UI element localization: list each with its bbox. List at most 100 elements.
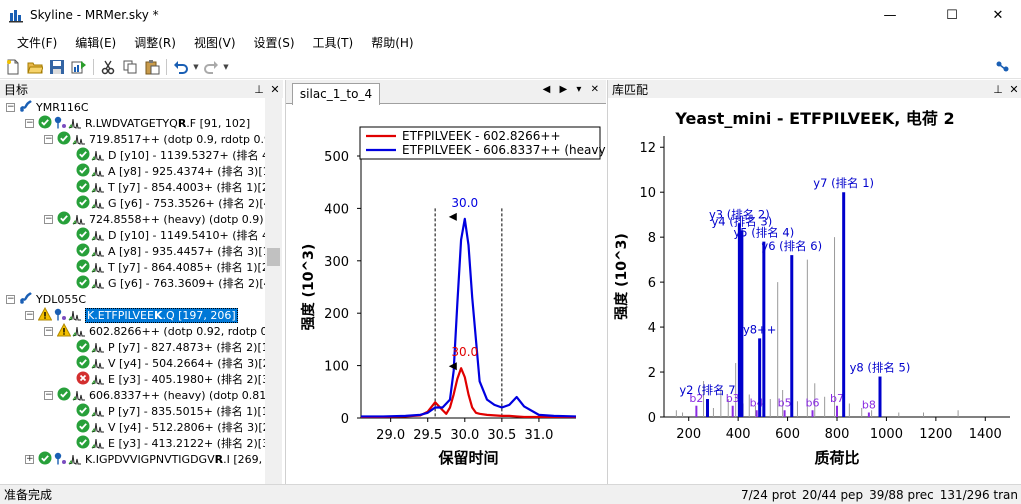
import-button[interactable]: [68, 56, 90, 78]
menu-edit[interactable]: 编辑(E): [75, 36, 117, 50]
paste-button[interactable]: [141, 56, 163, 78]
cut-button[interactable]: [97, 56, 119, 78]
x-tick-label: 30.0: [450, 428, 479, 443]
y-tick-label: 2: [648, 366, 656, 381]
library-match-panel: 库匹配 ⊥ ✕ Yeast_mini - ETFPILVEEK, 电荷 2 0 2 4…: [607, 80, 1021, 484]
series-line: [361, 367, 576, 419]
menu-bar: 文件(F) 编辑(E) 调整(R) 视图(V) 设置(S) 工具(T) 帮助(H…: [0, 32, 1021, 54]
status-text: 准备完成: [4, 488, 53, 502]
tree-row-label: T [y7] - 854.4003+ (排名 1)[2]: [108, 181, 265, 194]
chromatogram-chart[interactable]: 0 100 200 300 400 500 29.0 29.5 30.0 30.5 31.0 30.0…: [286, 104, 606, 484]
maximize-button[interactable]: ☐: [929, 0, 975, 30]
menu-tools[interactable]: 工具(T): [312, 36, 354, 50]
tree-row-transition-ok[interactable]: V [y4] - 512.2806+ (排名 3)[2]: [63, 419, 265, 435]
status-bar: 准备完成 7/24 prot 20/44 pep 39/88 prec 131/…: [0, 484, 1021, 504]
tree-row-protein[interactable]: − YDL055C: [6, 291, 86, 307]
redo-button[interactable]: [200, 56, 222, 78]
tree-row-label: P [y7] - 827.4873+ (排名 2)[1](: [108, 341, 265, 354]
tab-controls[interactable]: ◀ ▶ ▾ ✕: [542, 84, 602, 95]
tree-row-transition-ok[interactable]: P [y7] - 835.5015+ (排名 1)[1]: [63, 403, 265, 419]
tree-row-transition-ok[interactable]: D [y10] - 1139.5327+ (排名 4)[: [63, 147, 265, 163]
check-icon: [76, 403, 91, 420]
peak-icon: [91, 403, 106, 420]
tree-row-transition-ok[interactable]: A [y8] - 925.4374+ (排名 3)[1](: [63, 163, 265, 179]
spectrum-chart[interactable]: Yeast_mini - ETFPILVEEK, 电荷 2 0 2 4 6 8 10 12 20…: [608, 98, 1021, 484]
undo-dropdown[interactable]: ▼: [193, 62, 199, 71]
redo-icon: [204, 60, 218, 74]
tree-row-transition-ok[interactable]: E [y3] - 413.2122+ (排名 2)[3]: [63, 435, 265, 451]
tree-row-precursor-ok[interactable]: − 724.8558++ (heavy) (dotp 0.9): [44, 211, 264, 227]
x-tick-label: 29.5: [413, 428, 442, 443]
connect-button[interactable]: [992, 56, 1014, 78]
redo-dropdown[interactable]: ▼: [223, 62, 229, 71]
collapse-icon[interactable]: −: [6, 101, 15, 112]
check-icon: [76, 275, 91, 292]
pin-icon[interactable]: ⊥: [254, 82, 264, 96]
tree-row-precursor-ok[interactable]: − 719.8517++ (dotp 0.9, rdotp 0.99, 9: [44, 131, 265, 147]
collapse-icon[interactable]: −: [44, 325, 53, 336]
tree-scrollbar-thumb[interactable]: [267, 248, 280, 266]
menu-file[interactable]: 文件(F): [17, 36, 58, 50]
expand-icon[interactable]: +: [25, 453, 34, 464]
tree-row-label: 724.8558++ (heavy) (dotp 0.9): [89, 212, 264, 226]
tree-row-transition-ok[interactable]: A [y8] - 935.4457+ (排名 3)[1]: [63, 243, 265, 259]
tab-silac-1-to-4[interactable]: silac_1_to_4: [292, 83, 380, 105]
collapse-icon[interactable]: −: [44, 389, 53, 400]
check-icon: [76, 179, 91, 196]
tree-row-transition-ok[interactable]: D [y10] - 1149.5410+ (排名 4)[: [63, 227, 265, 243]
open-button[interactable]: [24, 56, 46, 78]
collapse-icon[interactable]: −: [6, 293, 15, 304]
close-button[interactable]: ✕: [975, 0, 1021, 30]
close-icon[interactable]: ✕: [270, 82, 280, 96]
pin-icon[interactable]: ⊥: [993, 82, 1003, 96]
collapse-icon[interactable]: −: [25, 309, 34, 320]
connect-icon: [996, 61, 1009, 71]
tree-row-peptide-ok[interactable]: + K.IGPDVVIGPNVTIGDGVR.I [269, 286: [25, 451, 265, 467]
menu-settings[interactable]: 设置(S): [253, 36, 295, 50]
menu-refine[interactable]: 调整(R): [134, 36, 176, 50]
y-tick-label: 500: [324, 150, 349, 165]
legend: ETFPILVEEK - 602.8266++ETFPILVEEK - 606.…: [359, 126, 606, 160]
collapse-icon[interactable]: −: [44, 133, 53, 144]
peptide-bold-residue: K: [153, 308, 163, 322]
tree-row-transition-err[interactable]: E [y3] - 405.1980+ (排名 2)[3]: [63, 371, 265, 387]
collapse-icon[interactable]: −: [25, 117, 34, 128]
x-tick-label: 1000: [870, 427, 903, 442]
tree-row-transition-ok[interactable]: V [y4] - 504.2664+ (排名 3)[2]: [63, 355, 265, 371]
peptide-seq: R.LWDVATGETYQ: [85, 116, 178, 130]
tree-row-precursor-warn[interactable]: − 602.8266++ (dotp 0.92, rdotp 0.89,: [44, 322, 265, 339]
b-ion-label: b4: [750, 396, 764, 409]
menu-help[interactable]: 帮助(H): [371, 36, 414, 50]
tree-scrollbar[interactable]: [265, 98, 282, 484]
tree-row-peptide-warn[interactable]: − K.ETFPILVEEK.Q [197, 206]: [25, 306, 238, 323]
copy-button[interactable]: [119, 56, 141, 78]
tree-row-transition-ok[interactable]: G [y6] - 763.3609+ (排名 2)[4]: [63, 275, 265, 291]
close-icon[interactable]: ✕: [1009, 82, 1019, 96]
check-icon: [76, 355, 91, 372]
menu-view[interactable]: 视图(V): [193, 36, 236, 50]
tree-row-transition-ok[interactable]: G [y6] - 753.3526+ (排名 2)[4]: [63, 195, 265, 211]
minimize-button[interactable]: —: [867, 0, 913, 30]
peptide-seq: K.ETFPILVEE: [87, 308, 154, 322]
tree-row-precursor-ok[interactable]: − 606.8337++ (heavy) (dotp 0.81): [44, 387, 265, 403]
cut-icon: [101, 60, 115, 74]
tree-row-label: V [y4] - 504.2664+ (排名 3)[2]: [108, 357, 265, 370]
undo-button[interactable]: [170, 56, 192, 78]
y-tick-label: 100: [324, 360, 349, 375]
tree-row-peptide[interactable]: − R.LWDVATGETYQR.F [91, 102]: [25, 115, 250, 131]
tree-row-transition-ok[interactable]: T [y7] - 854.4003+ (排名 1)[2]: [63, 179, 265, 195]
chromatogram-panel: silac_1_to_4 ◀ ▶ ▾ ✕ 0 100 200 300 400 500 29.…: [285, 80, 606, 484]
library-match-title: 库匹配: [612, 82, 649, 97]
peptide-icon: [53, 115, 68, 132]
new-button[interactable]: [2, 56, 24, 78]
tree-row-protein[interactable]: − YMR116C: [6, 99, 89, 115]
tree-row-transition-ok[interactable]: T [y7] - 864.4085+ (排名 1)[2]: [63, 259, 265, 275]
peptide-bold-residue: R: [214, 452, 224, 466]
collapse-icon[interactable]: −: [44, 213, 53, 224]
x-tick-label: 29.0: [376, 428, 405, 443]
save-button[interactable]: [46, 56, 68, 78]
tree-row-transition-ok[interactable]: P [y7] - 827.4873+ (排名 2)[1](: [63, 339, 265, 355]
targets-tree[interactable]: − YMR116C − R.LWDVATGETYQR.F [91, 102] −719.…: [0, 98, 265, 484]
peak-icon: [91, 435, 106, 452]
new-icon: [7, 59, 19, 74]
